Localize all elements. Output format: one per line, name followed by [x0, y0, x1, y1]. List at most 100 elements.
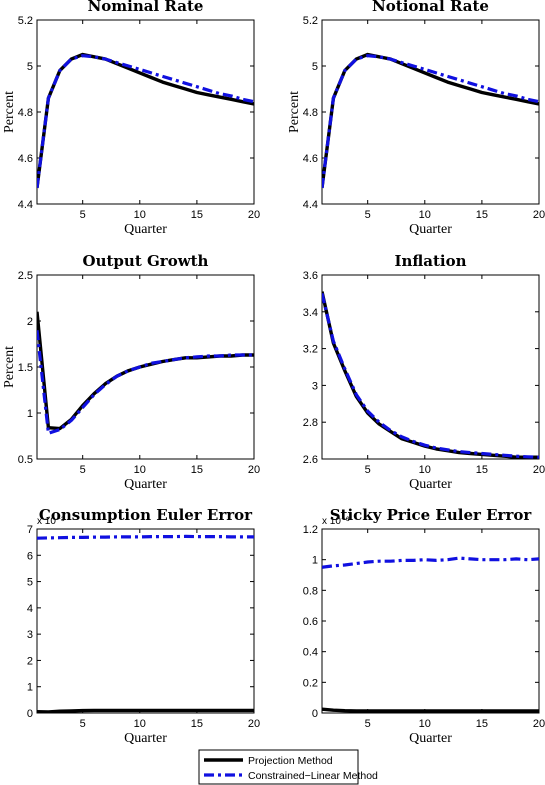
nominal-rate-x-tick-label: 5 [80, 209, 86, 221]
consumption-euler-error-x-tick-label: 20 [248, 718, 260, 730]
legend-box [198, 749, 359, 785]
output-growth-y-tick-label: 1 [27, 408, 33, 420]
legend-label-projection: Projection Method [248, 755, 333, 767]
output-growth-x-tick-label: 15 [191, 464, 203, 476]
consumption-euler-error-linear-line [37, 534, 254, 540]
sticky-price-euler-error-x-tick-label: 20 [533, 718, 545, 730]
consumption-euler-error-y-tick-label: 3 [27, 629, 33, 641]
sticky-price-euler-error-y-tick-label: 0.6 [303, 616, 318, 628]
output-growth-linear-line [37, 330, 254, 435]
notional-rate-projection-line [322, 52, 539, 189]
sticky-price-euler-error-projection-line [322, 707, 539, 713]
consumption-euler-error-projection-line [37, 708, 254, 713]
consumption-euler-error-y-tick-label: 2 [27, 655, 33, 667]
notional-rate-y-tick-label: 4.4 [303, 199, 318, 211]
notional-rate-x-axis-label: Quarter [409, 222, 452, 237]
sticky-price-euler-error-plot-frame [321, 528, 540, 714]
inflation-x-tick-label: 20 [533, 464, 545, 476]
inflation-y-tick-label: 3.6 [303, 270, 318, 282]
consumption-euler-error-y-tick-label: 6 [27, 550, 33, 562]
output-growth-x-tick-label: 10 [134, 464, 146, 476]
output-growth-y-tick-label: 2 [27, 316, 33, 328]
notional-rate-y-tick-label: 5 [312, 61, 318, 73]
notional-rate-x-tick-label: 15 [476, 209, 488, 221]
sticky-price-euler-error-linear-line [322, 556, 539, 569]
notional-rate-y-tick-label: 4.8 [303, 107, 318, 119]
inflation-x-tick-label: 15 [476, 464, 488, 476]
notional-rate-x-tick-label: 10 [419, 209, 431, 221]
sticky-price-euler-error-exponent-label: x 10⁻³ [322, 516, 350, 527]
output-growth-y-tick-label: 2.5 [18, 270, 33, 282]
nominal-rate-title: Nominal Rate [88, 0, 204, 15]
notional-rate-x-tick-label: 5 [365, 209, 371, 221]
inflation-panel: 5 10 15 20 2.6 2.8 3 3.2 3.4 3.6 Inflation Quarter [303, 252, 545, 492]
inflation-x-tick-label: 5 [365, 464, 371, 476]
nominal-rate-y-tick-label: 4.4 [18, 199, 33, 211]
legend: Projection Method Constrained−Linear Meth… [198, 749, 378, 785]
nominal-rate-panel: 5 10 15 20 4.4 4.6 4.8 5 5.2 Nominal Rate Quarter P… [2, 0, 260, 237]
output-growth-y-tick-label: 0.5 [18, 454, 33, 466]
nominal-rate-plot-frame [36, 19, 255, 205]
sticky-price-euler-error-title: Sticky Price Euler Error [330, 506, 533, 524]
notional-rate-plot-frame [321, 19, 540, 205]
nominal-rate-x-tick-label: 15 [191, 209, 203, 221]
output-growth-x-tick-label: 5 [80, 464, 86, 476]
output-growth-x-axis-label: Quarter [124, 477, 167, 492]
inflation-y-tick-label: 3 [312, 380, 318, 392]
consumption-euler-error-title: Consumption Euler Error [39, 506, 253, 524]
nominal-rate-x-axis-label: Quarter [124, 222, 167, 237]
sticky-price-euler-error-y-tick-label: 0.4 [303, 647, 318, 659]
nominal-rate-x-tick-label: 10 [134, 209, 146, 221]
inflation-y-tick-label: 3.4 [303, 307, 318, 319]
consumption-euler-error-x-tick-label: 10 [134, 718, 146, 730]
output-growth-title: Output Growth [83, 252, 209, 270]
consumption-euler-error-x-axis-label: Quarter [124, 731, 167, 746]
consumption-euler-error-y-tick-label: 5 [27, 577, 33, 589]
inflation-x-axis-label: Quarter [409, 477, 452, 492]
nominal-rate-x-tick-label: 20 [248, 209, 260, 221]
output-growth-panel: 5 10 15 20 0.5 1 1.5 2 2.5 Output Growth Quarter Pe… [2, 252, 260, 492]
sticky-price-euler-error-y-tick-label: 0 [312, 708, 318, 720]
notional-rate-linear-line [322, 54, 539, 189]
consumption-euler-error-y-tick-label: 4 [27, 603, 33, 615]
nominal-rate-y-tick-label: 5.2 [18, 15, 33, 27]
nominal-rate-linear-line [37, 54, 254, 189]
consumption-euler-error-exponent-label: x 10⁻³ [37, 516, 65, 527]
consumption-euler-error-y-tick-label: 0 [27, 708, 33, 720]
nominal-rate-projection-line [37, 52, 254, 189]
consumption-euler-error-y-tick-label: 7 [27, 524, 33, 536]
inflation-linear-line [322, 293, 539, 459]
output-growth-x-tick-label: 20 [248, 464, 260, 476]
inflation-y-tick-label: 3.2 [303, 344, 318, 356]
inflation-title: Inflation [394, 252, 466, 270]
consumption-euler-error-x-tick-label: 15 [191, 718, 203, 730]
nominal-rate-y-axis-label: Percent [2, 91, 17, 133]
nominal-rate-y-tick-label: 4.6 [18, 153, 33, 165]
consumption-euler-error-y-tick-label: 1 [27, 682, 33, 694]
consumption-euler-error-plot-frame [36, 528, 255, 714]
sticky-price-euler-error-x-tick-label: 10 [419, 718, 431, 730]
inflation-x-tick-label: 10 [419, 464, 431, 476]
legend-label-linear: Constrained−Linear Method [248, 770, 378, 782]
sticky-price-euler-error-y-tick-label: 1.2 [303, 524, 318, 536]
nominal-rate-y-tick-label: 4.8 [18, 107, 33, 119]
sticky-price-euler-error-x-tick-label: 15 [476, 718, 488, 730]
sticky-price-euler-error-x-tick-label: 5 [365, 718, 371, 730]
notional-rate-y-axis-label: Percent [287, 91, 302, 133]
notional-rate-y-tick-label: 4.6 [303, 153, 318, 165]
output-growth-y-axis-label: Percent [2, 346, 17, 388]
notional-rate-x-tick-label: 20 [533, 209, 545, 221]
inflation-plot-frame [321, 274, 540, 460]
notional-rate-y-tick-label: 5.2 [303, 15, 318, 27]
sticky-price-euler-error-y-tick-label: 0.8 [303, 585, 318, 597]
inflation-y-tick-label: 2.8 [303, 417, 318, 429]
nominal-rate-y-tick-label: 5 [27, 61, 33, 73]
sticky-price-euler-error-y-tick-label: 1 [312, 555, 318, 567]
output-growth-y-tick-label: 1.5 [18, 362, 33, 374]
notional-rate-panel: 5 10 15 20 4.4 4.6 4.8 5 5.2 Notional Rate Quarter… [287, 0, 545, 237]
sticky-price-euler-error-y-tick-label: 0.2 [303, 677, 318, 689]
sticky-price-euler-error-x-axis-label: Quarter [409, 731, 452, 746]
